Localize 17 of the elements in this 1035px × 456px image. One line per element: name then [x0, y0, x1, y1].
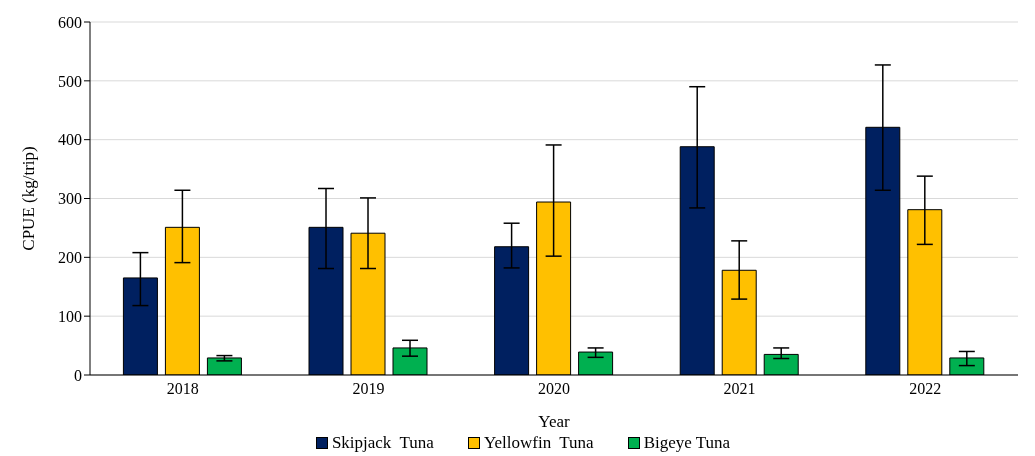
y-axis-title: CPUE (kg/trip)	[19, 146, 39, 251]
x-axis-title: Year	[538, 412, 570, 431]
y-tick-label: 600	[58, 13, 82, 31]
legend-label: Skipjack Tuna	[331, 433, 434, 453]
x-tick-label: 2020	[538, 380, 570, 398]
x-tick-label: 2022	[909, 380, 942, 398]
legend-label: Yellowfin Tuna	[483, 433, 594, 453]
y-tick-label: 0	[74, 366, 82, 384]
y-tick-label: 300	[58, 190, 82, 208]
y-tick-label: 400	[58, 131, 82, 149]
legend-label: Bigeye Tuna	[643, 433, 731, 453]
y-tick-label: 200	[58, 249, 82, 267]
x-tick-label: 2021	[723, 380, 756, 398]
x-tick-label: 2019	[352, 380, 385, 398]
y-tick-label: 500	[58, 72, 82, 90]
x-tick-label: 2018	[166, 380, 199, 398]
y-tick-label: 100	[58, 307, 82, 325]
